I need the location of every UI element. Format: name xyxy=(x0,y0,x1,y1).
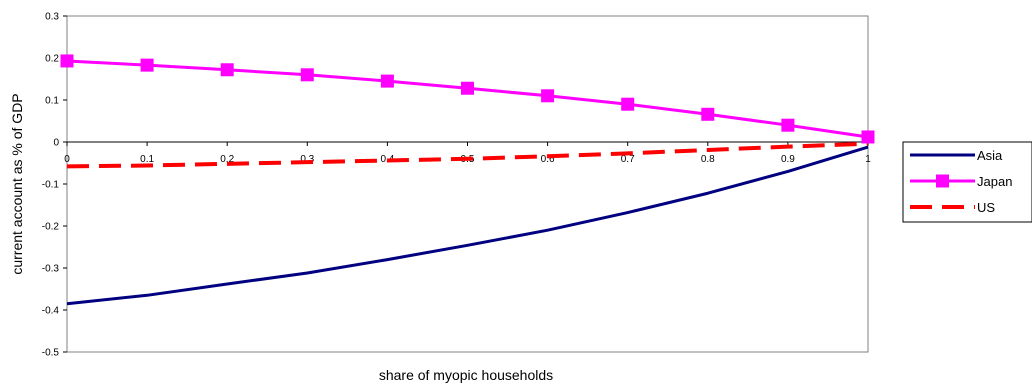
y-tick-label: -0.3 xyxy=(42,264,60,275)
legend: Asia Japan US xyxy=(902,141,1032,223)
x-tick-label: 0.2 xyxy=(220,154,234,165)
x-tick-label: 0 xyxy=(64,154,70,165)
x-tick-label: 0.8 xyxy=(701,154,715,165)
x-tick-label: 0.3 xyxy=(300,154,314,165)
y-tick-label: 0 xyxy=(53,138,59,149)
x-tick-label: 0.7 xyxy=(621,154,635,165)
series-line-us xyxy=(66,141,869,169)
y-tick-label: -0.5 xyxy=(42,348,60,359)
data-point-japan xyxy=(300,68,314,82)
data-point-japan xyxy=(60,54,74,68)
data-point-japan xyxy=(861,130,875,144)
x-tick-label: 0.1 xyxy=(140,154,154,165)
plot-area xyxy=(66,15,869,353)
y-axis-title: current account as % of GDP xyxy=(9,93,25,274)
legend-label-japan: Japan xyxy=(977,174,1012,189)
x-tick-label: 1 xyxy=(865,154,871,165)
y-tick-label: 0.3 xyxy=(45,12,59,23)
data-point-japan xyxy=(621,97,635,111)
data-point-japan xyxy=(140,58,154,72)
data-point-japan xyxy=(701,107,715,121)
y-tick-label: -0.1 xyxy=(42,180,60,191)
data-point-japan xyxy=(781,118,795,132)
y-tick-label: 0.2 xyxy=(45,54,59,65)
data-point-japan xyxy=(541,89,555,103)
legend-label-asia: Asia xyxy=(977,148,1003,163)
series-line-asia xyxy=(66,145,869,306)
y-tick-labels: 0.3 0.2 0.1 0 -0.1 -0.2 -0.3 -0.4 -0.5 xyxy=(42,12,67,359)
data-point-japan xyxy=(220,63,234,77)
data-point-japan xyxy=(461,81,474,95)
x-axis-title: share of myopic households xyxy=(379,367,553,383)
y-tick-label: -0.2 xyxy=(42,222,60,233)
x-tick-label: 0.9 xyxy=(781,154,795,165)
y-tick-label: 0.1 xyxy=(45,96,59,107)
series-lines xyxy=(60,54,875,306)
x-tick-label: 0.6 xyxy=(541,154,555,165)
legend-marker-japan xyxy=(936,174,949,188)
legend-label-us: US xyxy=(977,200,995,215)
data-point-japan xyxy=(380,74,394,88)
y-tick-label: -0.4 xyxy=(42,306,60,317)
